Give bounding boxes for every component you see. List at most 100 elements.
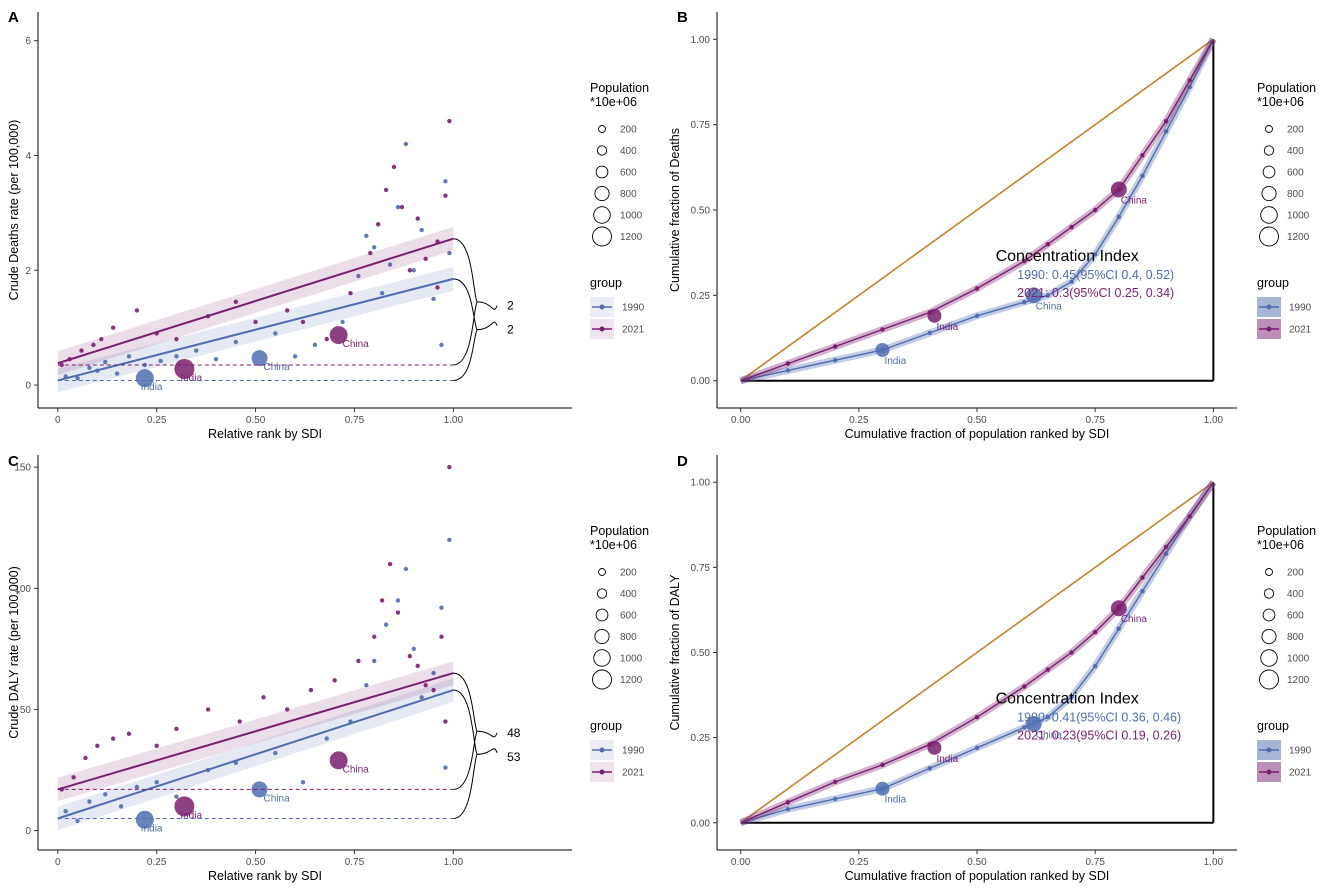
legend-size-label: 800 <box>1287 632 1304 643</box>
data-point-2021 <box>79 348 84 353</box>
curve-point-2021 <box>880 327 885 332</box>
regression-line-1990 <box>57 689 454 820</box>
legend-group-dot <box>599 304 605 310</box>
data-point-2021 <box>375 222 381 227</box>
country-label-india: India <box>936 754 958 765</box>
x-tick-label: 0.25 <box>849 857 869 868</box>
x-tick-label: 0.25 <box>849 415 869 426</box>
data-point-1990 <box>411 646 416 652</box>
data-point-2021 <box>447 118 452 124</box>
legend-size-circle <box>593 206 611 224</box>
data-point-2021 <box>174 726 179 732</box>
data-point-2021 <box>95 743 100 748</box>
data-point-1990 <box>356 273 361 279</box>
highlight-point-china <box>1025 287 1042 304</box>
legend-group-title: group <box>1257 276 1289 290</box>
data-point-2021 <box>237 719 242 724</box>
data-point-1990 <box>103 792 108 797</box>
gap-bracket-1990 <box>453 278 478 381</box>
gap-bracket-2021 <box>453 238 478 366</box>
highlight-point-china <box>251 350 268 367</box>
y-tick-label: 0.25 <box>691 733 711 744</box>
legend-bottom-left: Population*10e+06 200 400 600 800 1000 1200 gro… <box>590 524 649 782</box>
legend-size-circle <box>596 145 608 156</box>
data-point-2021 <box>83 755 88 761</box>
data-point-1990 <box>340 319 345 325</box>
data-point-1990 <box>411 268 416 273</box>
data-point-2021 <box>368 250 373 256</box>
data-point-1990 <box>447 537 452 543</box>
data-point-1990 <box>364 233 369 239</box>
highlight-point-china <box>1110 600 1127 617</box>
y-tick-label: 150 <box>14 463 31 474</box>
legend-size-label: 1200 <box>620 675 643 686</box>
legend-size-label: 800 <box>620 189 637 200</box>
concentration-index-title: Concentration Index <box>996 248 1139 265</box>
legend-group-label: 2021 <box>1289 768 1312 779</box>
x-axis-title: Cumulative fraction of population ranked… <box>845 427 1110 441</box>
country-label-china: China <box>343 339 370 350</box>
highlight-point-india <box>174 796 195 817</box>
legend-size-circle <box>592 669 612 690</box>
legend-size-label: 400 <box>620 146 637 157</box>
curve-point-2021 <box>1140 153 1145 158</box>
legend-size-circle <box>598 568 606 576</box>
data-point-1990 <box>364 683 369 688</box>
legend-population-title: Population <box>1257 81 1316 95</box>
y-tick-label: 0.00 <box>691 818 711 829</box>
curve-point-1990 <box>785 368 791 373</box>
legend-size-label: 400 <box>620 589 637 600</box>
x-tick-label: 0.00 <box>731 415 751 426</box>
gap-label: 2 <box>507 323 514 337</box>
y-axis-title: Crude Deaths rate (per 100,000) <box>7 120 21 301</box>
data-point-2021 <box>134 308 140 313</box>
x-axis-title: Relative rank by SDI <box>208 427 322 441</box>
legend-size-label: 600 <box>1287 611 1304 622</box>
data-point-2021 <box>391 164 397 170</box>
legend-size-circle <box>1262 608 1276 622</box>
data-point-2021 <box>126 731 132 736</box>
data-point-1990 <box>114 371 120 376</box>
data-point-1990 <box>273 750 278 756</box>
data-point-2021 <box>110 325 116 330</box>
curve-point-1990 <box>1116 214 1122 220</box>
legend-group-label: 2021 <box>1289 325 1312 336</box>
data-point-1990 <box>387 262 393 267</box>
data-point-2021 <box>387 561 393 567</box>
data-point-2021 <box>415 216 420 221</box>
legend-group-dot <box>1266 326 1272 332</box>
equality-line <box>740 481 1214 824</box>
data-point-2021 <box>285 707 290 712</box>
legend-size-circle <box>598 125 606 133</box>
legend-population-subtitle: *10e+06 <box>1257 95 1304 109</box>
legend-size-circle <box>1259 226 1279 247</box>
regression-line-2021 <box>57 237 454 365</box>
legend-top-right: Population*10e+06 200 400 600 800 1000 1200 gro… <box>1257 81 1316 339</box>
curve-point-2021 <box>974 286 980 291</box>
data-point-2021 <box>300 319 306 325</box>
data-point-2021 <box>332 678 337 683</box>
data-point-2021 <box>348 291 353 296</box>
y-tick-label: 1.00 <box>691 478 711 489</box>
curve-point-1990 <box>1092 663 1098 669</box>
data-point-1990 <box>273 331 278 336</box>
data-point-1990 <box>419 227 424 233</box>
data-point-1990 <box>75 818 80 824</box>
legend-size-circle <box>1265 125 1273 133</box>
country-label-china: China <box>264 793 291 804</box>
x-tick-label: 0.25 <box>147 415 167 426</box>
x-tick-label: 0.75 <box>345 857 365 868</box>
legend-population-title: Population <box>1257 524 1316 538</box>
gap-connector <box>477 301 498 331</box>
data-point-2021 <box>379 598 385 603</box>
curve-point-2021 <box>1045 241 1051 247</box>
x-tick-label: 1.00 <box>444 415 464 426</box>
legend-group-label: 2021 <box>622 325 645 336</box>
data-point-1990 <box>118 804 124 809</box>
highlight-point-india <box>927 740 942 755</box>
legend-group-label: 1990 <box>1289 303 1312 314</box>
legend-size-label: 1200 <box>1287 675 1310 686</box>
legend-population-subtitle: *10e+06 <box>590 538 637 552</box>
data-point-1990 <box>443 765 448 770</box>
data-point-2021 <box>71 775 76 780</box>
